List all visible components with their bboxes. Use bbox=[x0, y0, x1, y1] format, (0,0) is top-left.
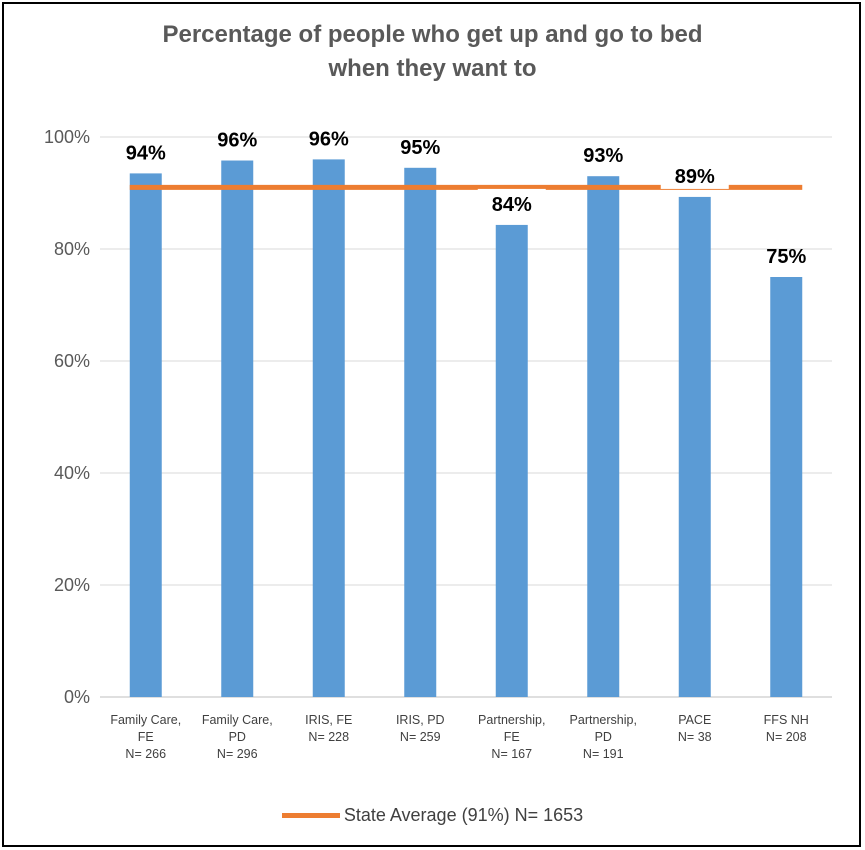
chart-title: Percentage of people who get up and go t… bbox=[0, 18, 865, 86]
y-tick-label: 0% bbox=[64, 687, 90, 707]
data-labels: 94% 96% 96% 95% 84% 93% 89% 75% bbox=[126, 128, 807, 268]
data-label: 95% bbox=[400, 137, 440, 159]
chart-title-line-1: Percentage of people who get up and go t… bbox=[162, 21, 703, 48]
x-tick-labels: Family Care, FE N= 266 Family Care, PD N= 296… bbox=[110, 713, 808, 761]
bar bbox=[312, 159, 345, 697]
data-label: 75% bbox=[766, 246, 806, 268]
y-tick-label: 100% bbox=[44, 127, 90, 147]
legend: State Average (91%) N= 1653 bbox=[0, 800, 865, 830]
x-tick-label: IRIS, PD N= 259 bbox=[396, 713, 445, 744]
x-tick-label: IRIS, FE N= 228 bbox=[305, 713, 352, 744]
y-tick-label: 40% bbox=[54, 463, 90, 483]
data-label: 89% bbox=[675, 166, 715, 188]
data-label: 96% bbox=[309, 128, 349, 150]
bar bbox=[221, 160, 254, 697]
x-tick-label: PACE N= 38 bbox=[678, 713, 712, 744]
y-tick-label: 60% bbox=[54, 351, 90, 371]
bar bbox=[495, 224, 528, 698]
bar bbox=[129, 173, 162, 697]
data-label: 94% bbox=[126, 142, 166, 164]
data-label: 93% bbox=[583, 145, 623, 167]
x-tick-label: Partnership, PD N= 191 bbox=[570, 713, 637, 761]
y-tick-labels: 0% 20% 40% 60% 80% 100% bbox=[44, 127, 90, 707]
y-tick-label: 20% bbox=[54, 575, 90, 595]
x-tick-label: Family Care, FE N= 266 bbox=[110, 713, 181, 761]
bar bbox=[770, 277, 803, 697]
x-tick-label: Family Care, PD N= 296 bbox=[202, 713, 273, 761]
chart-title-line-2: when they want to bbox=[328, 55, 537, 82]
bar bbox=[678, 196, 711, 698]
data-label-background bbox=[660, 160, 729, 189]
legend-label: State Average (91%) N= 1653 bbox=[343, 804, 584, 825]
bar bbox=[404, 167, 437, 698]
data-label: 84% bbox=[492, 194, 532, 216]
data-label-background bbox=[477, 188, 546, 217]
data-label: 96% bbox=[217, 130, 257, 152]
y-tick-label: 80% bbox=[54, 239, 90, 259]
x-tick-label: FFS NH N= 208 bbox=[764, 713, 809, 744]
bar bbox=[587, 176, 620, 697]
bars bbox=[129, 159, 803, 698]
gridlines bbox=[100, 136, 832, 698]
x-tick-label: Partnership, FE N= 167 bbox=[478, 713, 545, 761]
legend-swatch bbox=[281, 812, 340, 818]
